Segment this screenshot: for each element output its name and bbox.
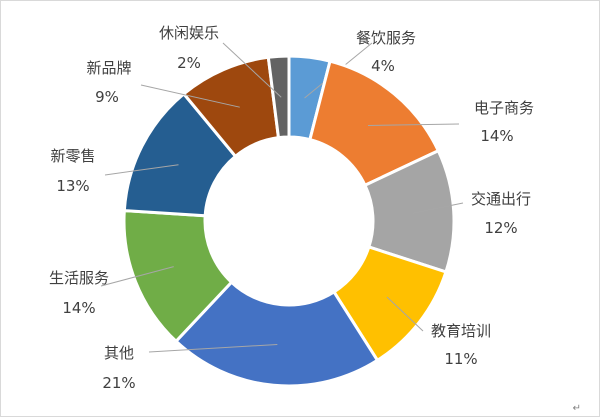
slice-percent-label: 11%: [444, 350, 477, 368]
leader-line: [368, 123, 460, 126]
slice-label: 新零售: [50, 147, 95, 165]
slice-label: 休闲娱乐: [159, 24, 219, 42]
paragraph-mark: ↵: [572, 403, 581, 414]
leader-line: [412, 202, 464, 214]
slice-label: 其他: [104, 344, 134, 362]
slice-percent-label: 21%: [102, 374, 135, 392]
slice-label: 新品牌: [86, 59, 131, 77]
donut-slice: [173, 280, 380, 388]
leader-line: [148, 343, 278, 353]
slice-label: 电子商务: [474, 99, 534, 117]
leader-line: [386, 296, 424, 332]
slice-label: 教育培训: [431, 322, 491, 340]
leader-line: [222, 42, 282, 98]
slice-percent-label: 4%: [371, 57, 395, 75]
donut-slice: [266, 54, 291, 140]
slice-label: 餐饮服务: [356, 29, 416, 47]
slice-percent-label: 2%: [177, 54, 201, 72]
slice-percent-label: 14%: [480, 127, 513, 145]
slice-label: 交通出行: [471, 190, 531, 208]
slice-percent-label: 14%: [62, 299, 95, 317]
leader-line: [140, 84, 240, 108]
slice-percent-label: 12%: [484, 219, 517, 237]
slice-percent-label: 13%: [56, 177, 89, 195]
leader-line: [100, 266, 174, 287]
slice-percent-label: 9%: [95, 88, 119, 106]
leader-line: [104, 164, 179, 176]
slice-label: 生活服务: [49, 269, 109, 287]
